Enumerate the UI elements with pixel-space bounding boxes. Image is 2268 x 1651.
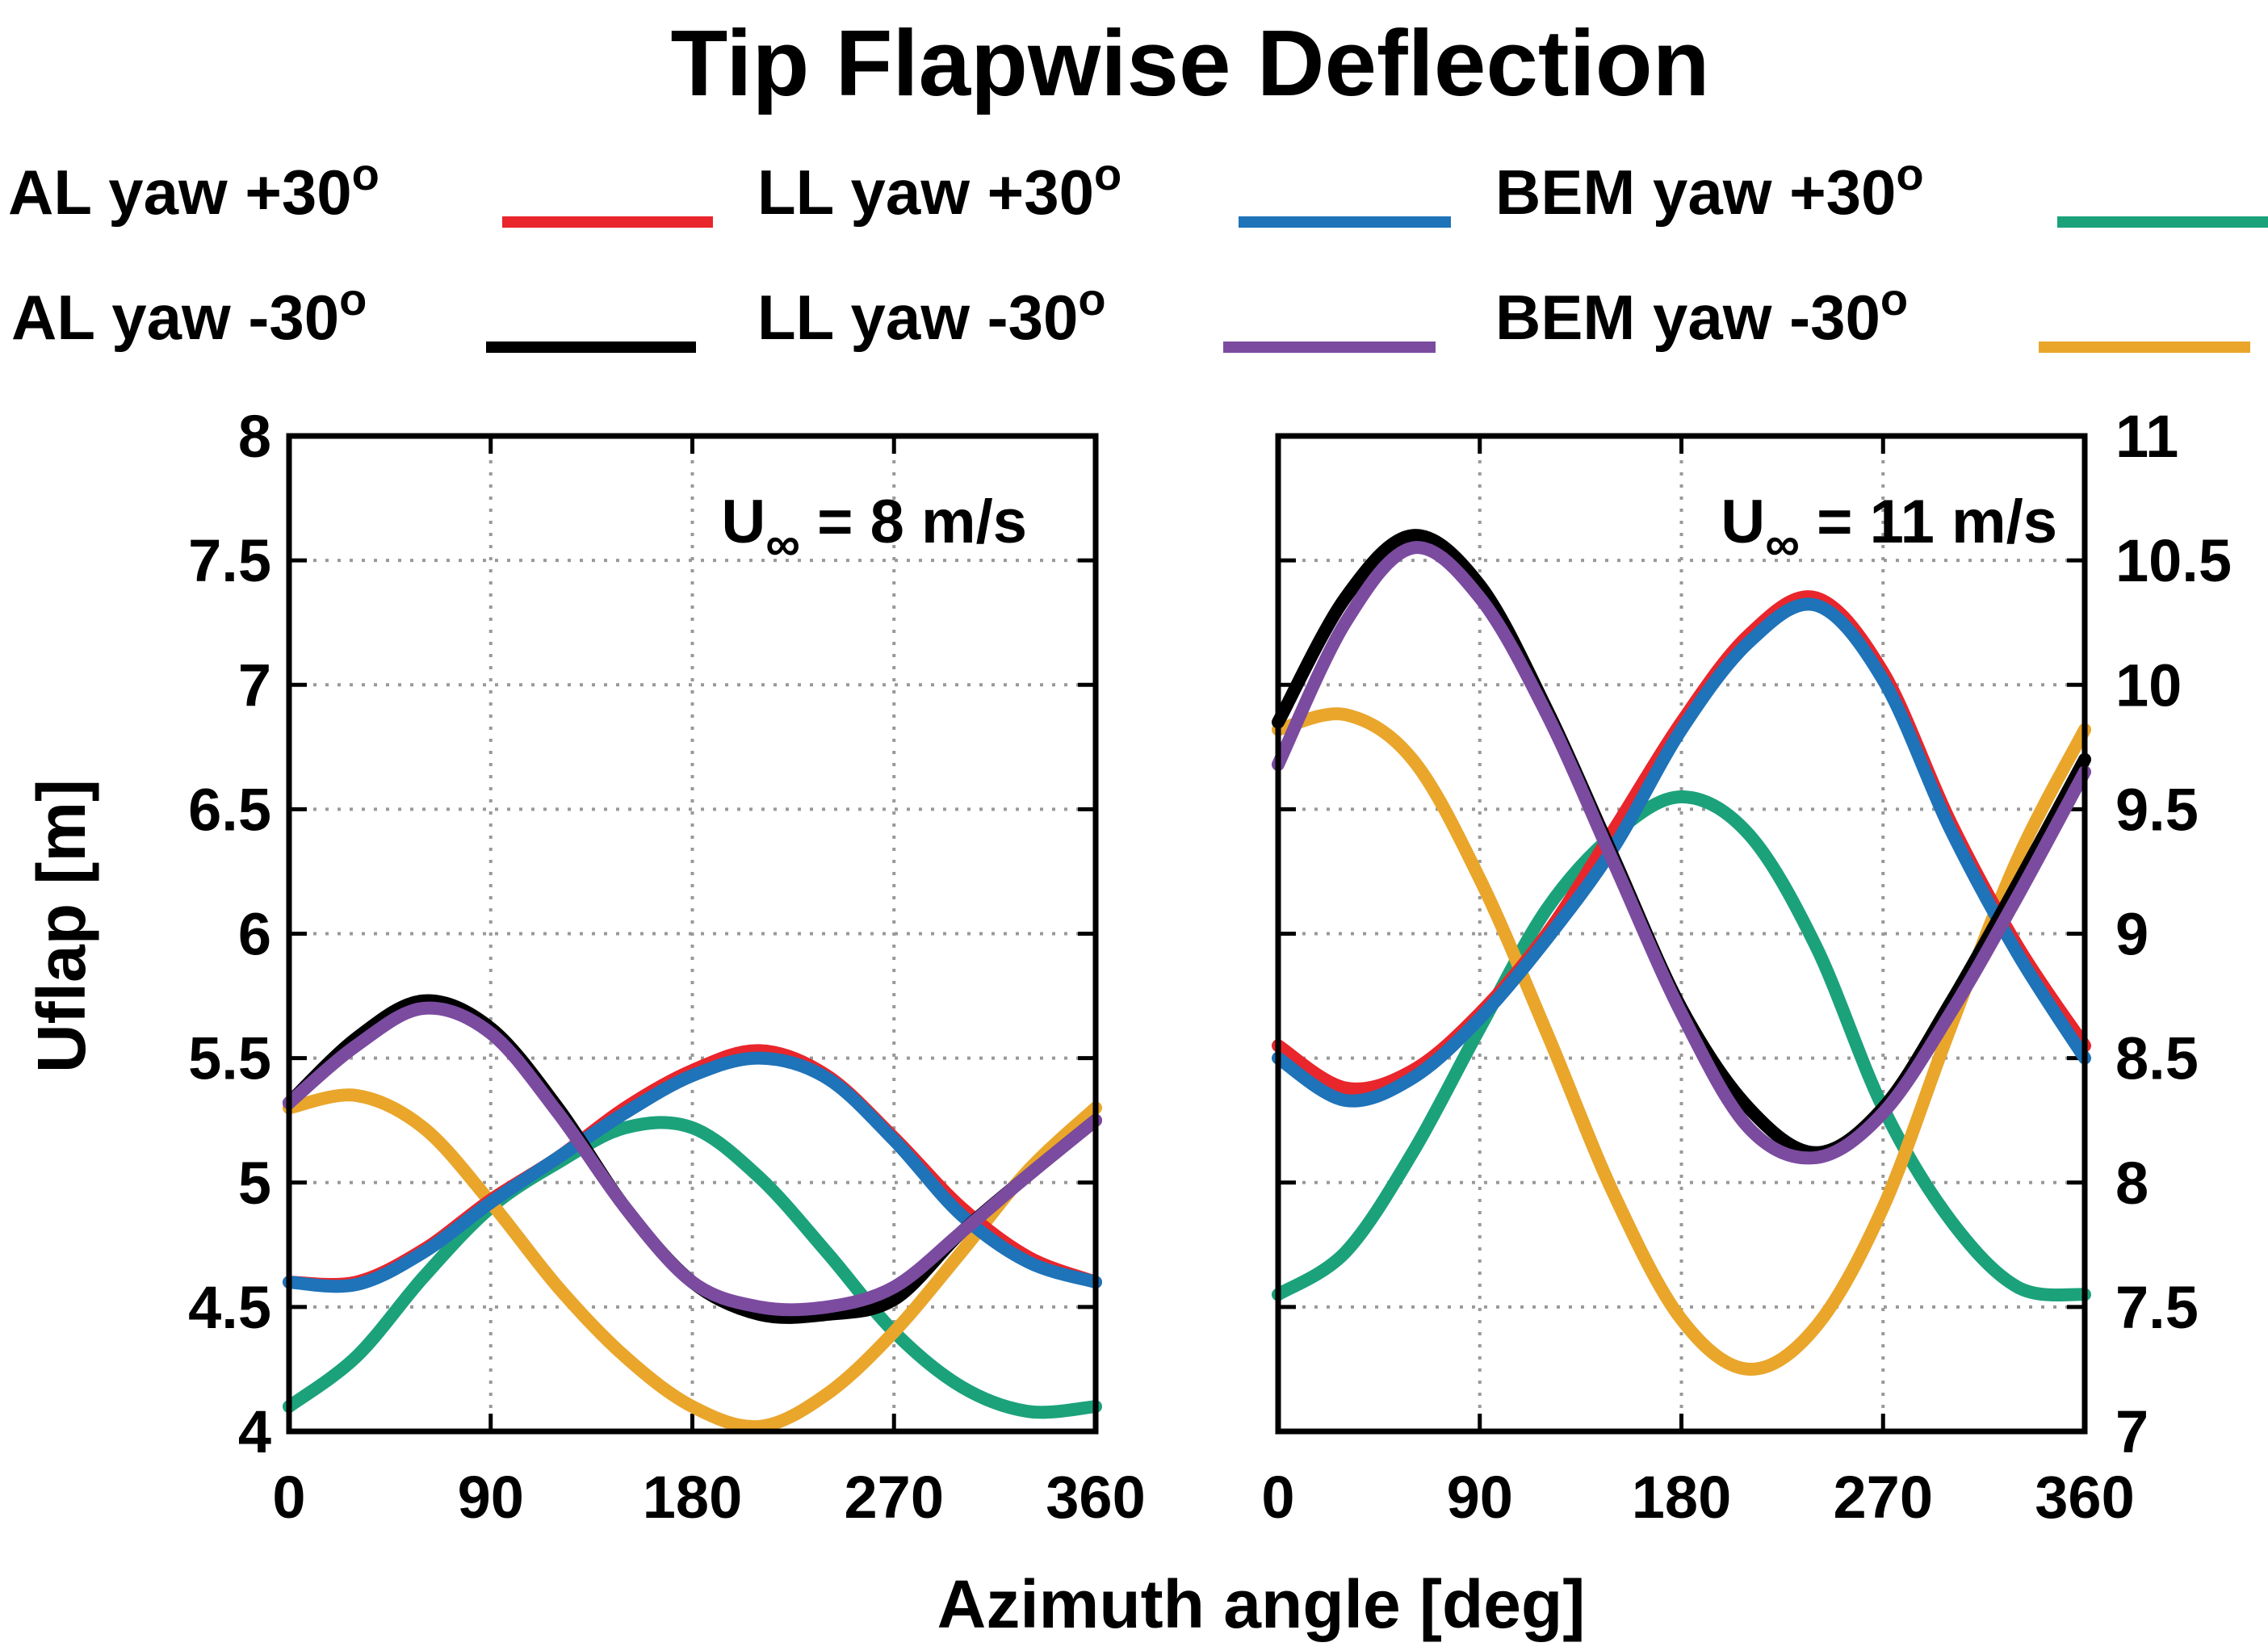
- x-tick-label: 270: [1834, 1464, 1933, 1531]
- x-tick-label: 270: [845, 1464, 944, 1531]
- x-tick-label: 360: [1046, 1464, 1145, 1531]
- x-tick-label: 180: [1632, 1464, 1731, 1531]
- legend-label-superscript: o: [1880, 274, 1908, 325]
- annotation-value: = 11 m/s: [1800, 488, 2057, 556]
- annotation-symbol: U: [721, 488, 765, 556]
- y-tick-label: 7: [238, 652, 271, 719]
- annotation-symbol: U: [1721, 488, 1765, 556]
- series-line-ll-yaw-plus30: [1272, 597, 2091, 1108]
- y-tick-label: 10.5: [2115, 527, 2232, 594]
- y-tick-label: 7: [2115, 1398, 2149, 1465]
- y-tick-label: 4.5: [188, 1274, 271, 1341]
- legend-label-ll-yaw-plus30: LL yaw +30o: [757, 149, 1121, 228]
- legend-label-al-yaw-plus30: AL yaw +30o: [8, 149, 379, 228]
- series-line-bem-yaw-plus30: [283, 1116, 1102, 1419]
- legend-label-superscript: o: [1094, 149, 1121, 199]
- wind-speed-annotation: U∞ = 11 m/s: [1721, 488, 2057, 571]
- legend-label-bem-yaw-minus-30: BEM yaw -30o: [1495, 274, 1908, 353]
- x-tick-label: 90: [458, 1464, 524, 1531]
- chart-title: Tip Flapwise Deflection: [671, 10, 1710, 115]
- x-axis-label: Azimuth angle [deg]: [937, 1566, 1586, 1642]
- series-line-bem-yaw-plus30: [1272, 790, 2091, 1302]
- legend: AL yaw +30o LL yaw +30o BEM yaw +30o AL yaw…: [8, 149, 2268, 353]
- legend-label-superscript: o: [352, 149, 379, 199]
- panel-left-chart: 0 90 180 270 360 4 4.5 5 5.5 6 6.5 7 7.5 8 U∞ = 8 m/s: [188, 403, 1146, 1531]
- legend-label-bem-yaw-plus30: BEM yaw +30o: [1495, 149, 1924, 228]
- series-line-ll-yaw-minus-30: [1272, 541, 2091, 1165]
- y-tick-label: 4: [238, 1398, 271, 1465]
- wind-speed-annotation: U∞ = 8 m/s: [721, 488, 1027, 571]
- y-tick-label: 8.5: [2115, 1025, 2199, 1092]
- series-line-bem-yaw-minus-30: [283, 1088, 1102, 1434]
- y-tick-label: 8: [2115, 1150, 2149, 1217]
- y-tick-label: 9: [2115, 901, 2149, 968]
- y-tick-label: 5: [238, 1150, 271, 1217]
- y-tick-label: 7.5: [2115, 1274, 2199, 1341]
- series-line-ll-yaw-plus30: [283, 1051, 1102, 1293]
- plot-frame: [286, 433, 1099, 1435]
- series-line-al-yaw-minus-30: [283, 994, 1102, 1324]
- y-axis-label: Uflap [m]: [23, 779, 99, 1073]
- y-tick-label: 6: [238, 901, 271, 968]
- annotation-subscript: ∞: [1765, 517, 1800, 571]
- y-tick-label: 10: [2115, 652, 2182, 719]
- x-tick-label: 360: [2035, 1464, 2134, 1531]
- y-tick-label: 6.5: [188, 776, 271, 843]
- annotation-value: = 8 m/s: [800, 488, 1027, 556]
- legend-label-superscript: o: [1896, 149, 1923, 199]
- legend-label-superscript: o: [1078, 274, 1105, 325]
- plot-frame: [1275, 433, 2088, 1435]
- y-tick-label: 9.5: [2115, 776, 2199, 843]
- y-tick-label: 5.5: [188, 1025, 271, 1092]
- legend-label-superscript: o: [339, 274, 367, 325]
- legend-label-al-yaw-minus-30: AL yaw -30o: [11, 274, 367, 353]
- legend-label-ll-yaw-minus-30: LL yaw -30o: [757, 274, 1106, 353]
- x-tick-label: 180: [643, 1464, 742, 1531]
- x-tick-label: 90: [1447, 1464, 1513, 1531]
- y-tick-label: 8: [238, 403, 271, 470]
- series-line-ll-yaw-minus-30: [283, 1001, 1102, 1317]
- y-tick-label: 11: [2115, 403, 2178, 470]
- annotation-subscript: ∞: [765, 517, 800, 571]
- y-tick-label: 7.5: [188, 527, 271, 594]
- x-tick-label: 0: [1261, 1464, 1294, 1531]
- x-tick-label: 0: [272, 1464, 305, 1531]
